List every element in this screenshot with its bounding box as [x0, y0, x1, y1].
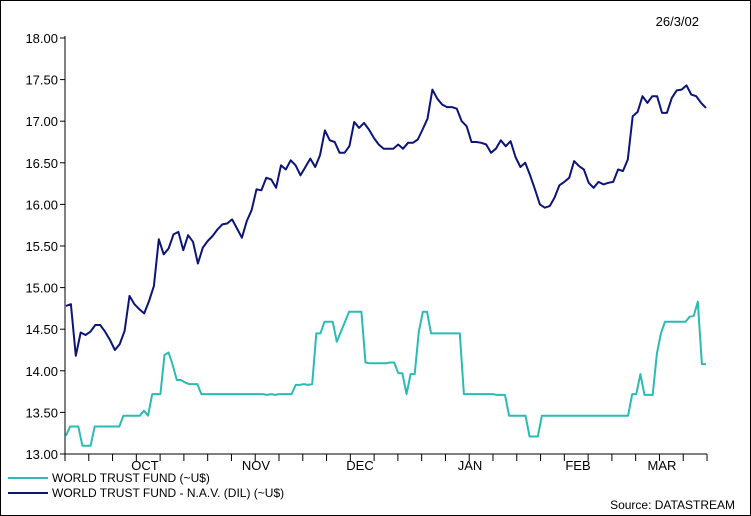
y-tick-label: 17.00 [25, 114, 58, 129]
chart-axes: 13.00 13.50 14.00 14.50 15.00 15.50 16.00 16.50… [25, 31, 708, 473]
legend-item-world-trust-fund: WORLD TRUST FUND (~U$) [8, 471, 210, 485]
y-tick-label: 13.00 [25, 447, 58, 462]
y-tick-label: 17.50 [25, 73, 58, 88]
legend-label: WORLD TRUST FUND (~U$) [52, 471, 210, 485]
y-tick-label: 13.50 [25, 405, 58, 420]
chart-date: 26/3/02 [655, 14, 699, 29]
series-line-world-trust-fund-nav [65, 84, 707, 357]
source-note: Source: DATASTREAM [610, 498, 735, 512]
x-tick-label: OCT [131, 458, 159, 473]
legend-label: WORLD TRUST FUND - N.A.V. (DIL) (~U$) [52, 486, 285, 500]
legend-swatch [8, 477, 48, 479]
y-tick-label: 14.00 [25, 364, 58, 379]
x-tick-label: DEC [346, 458, 373, 473]
series-line-world-trust-fund [65, 300, 706, 447]
y-tick-label: 15.00 [25, 281, 58, 296]
y-tick-label: 16.50 [25, 156, 58, 171]
legend-item-world-trust-fund-nav: WORLD TRUST FUND - N.A.V. (DIL) (~U$) [8, 486, 284, 500]
x-tick-label: FEB [565, 458, 590, 473]
x-tick-label: JAN [458, 458, 483, 473]
y-tick-label: 18.00 [25, 31, 58, 46]
x-tick-label: NOV [242, 458, 271, 473]
x-tick-label: MAR [648, 458, 677, 473]
y-tick-label: 15.50 [25, 239, 58, 254]
series-layer [65, 84, 707, 447]
legend-swatch [8, 492, 48, 494]
y-tick-label: 16.00 [25, 197, 58, 212]
y-tick-label: 14.50 [25, 322, 58, 337]
